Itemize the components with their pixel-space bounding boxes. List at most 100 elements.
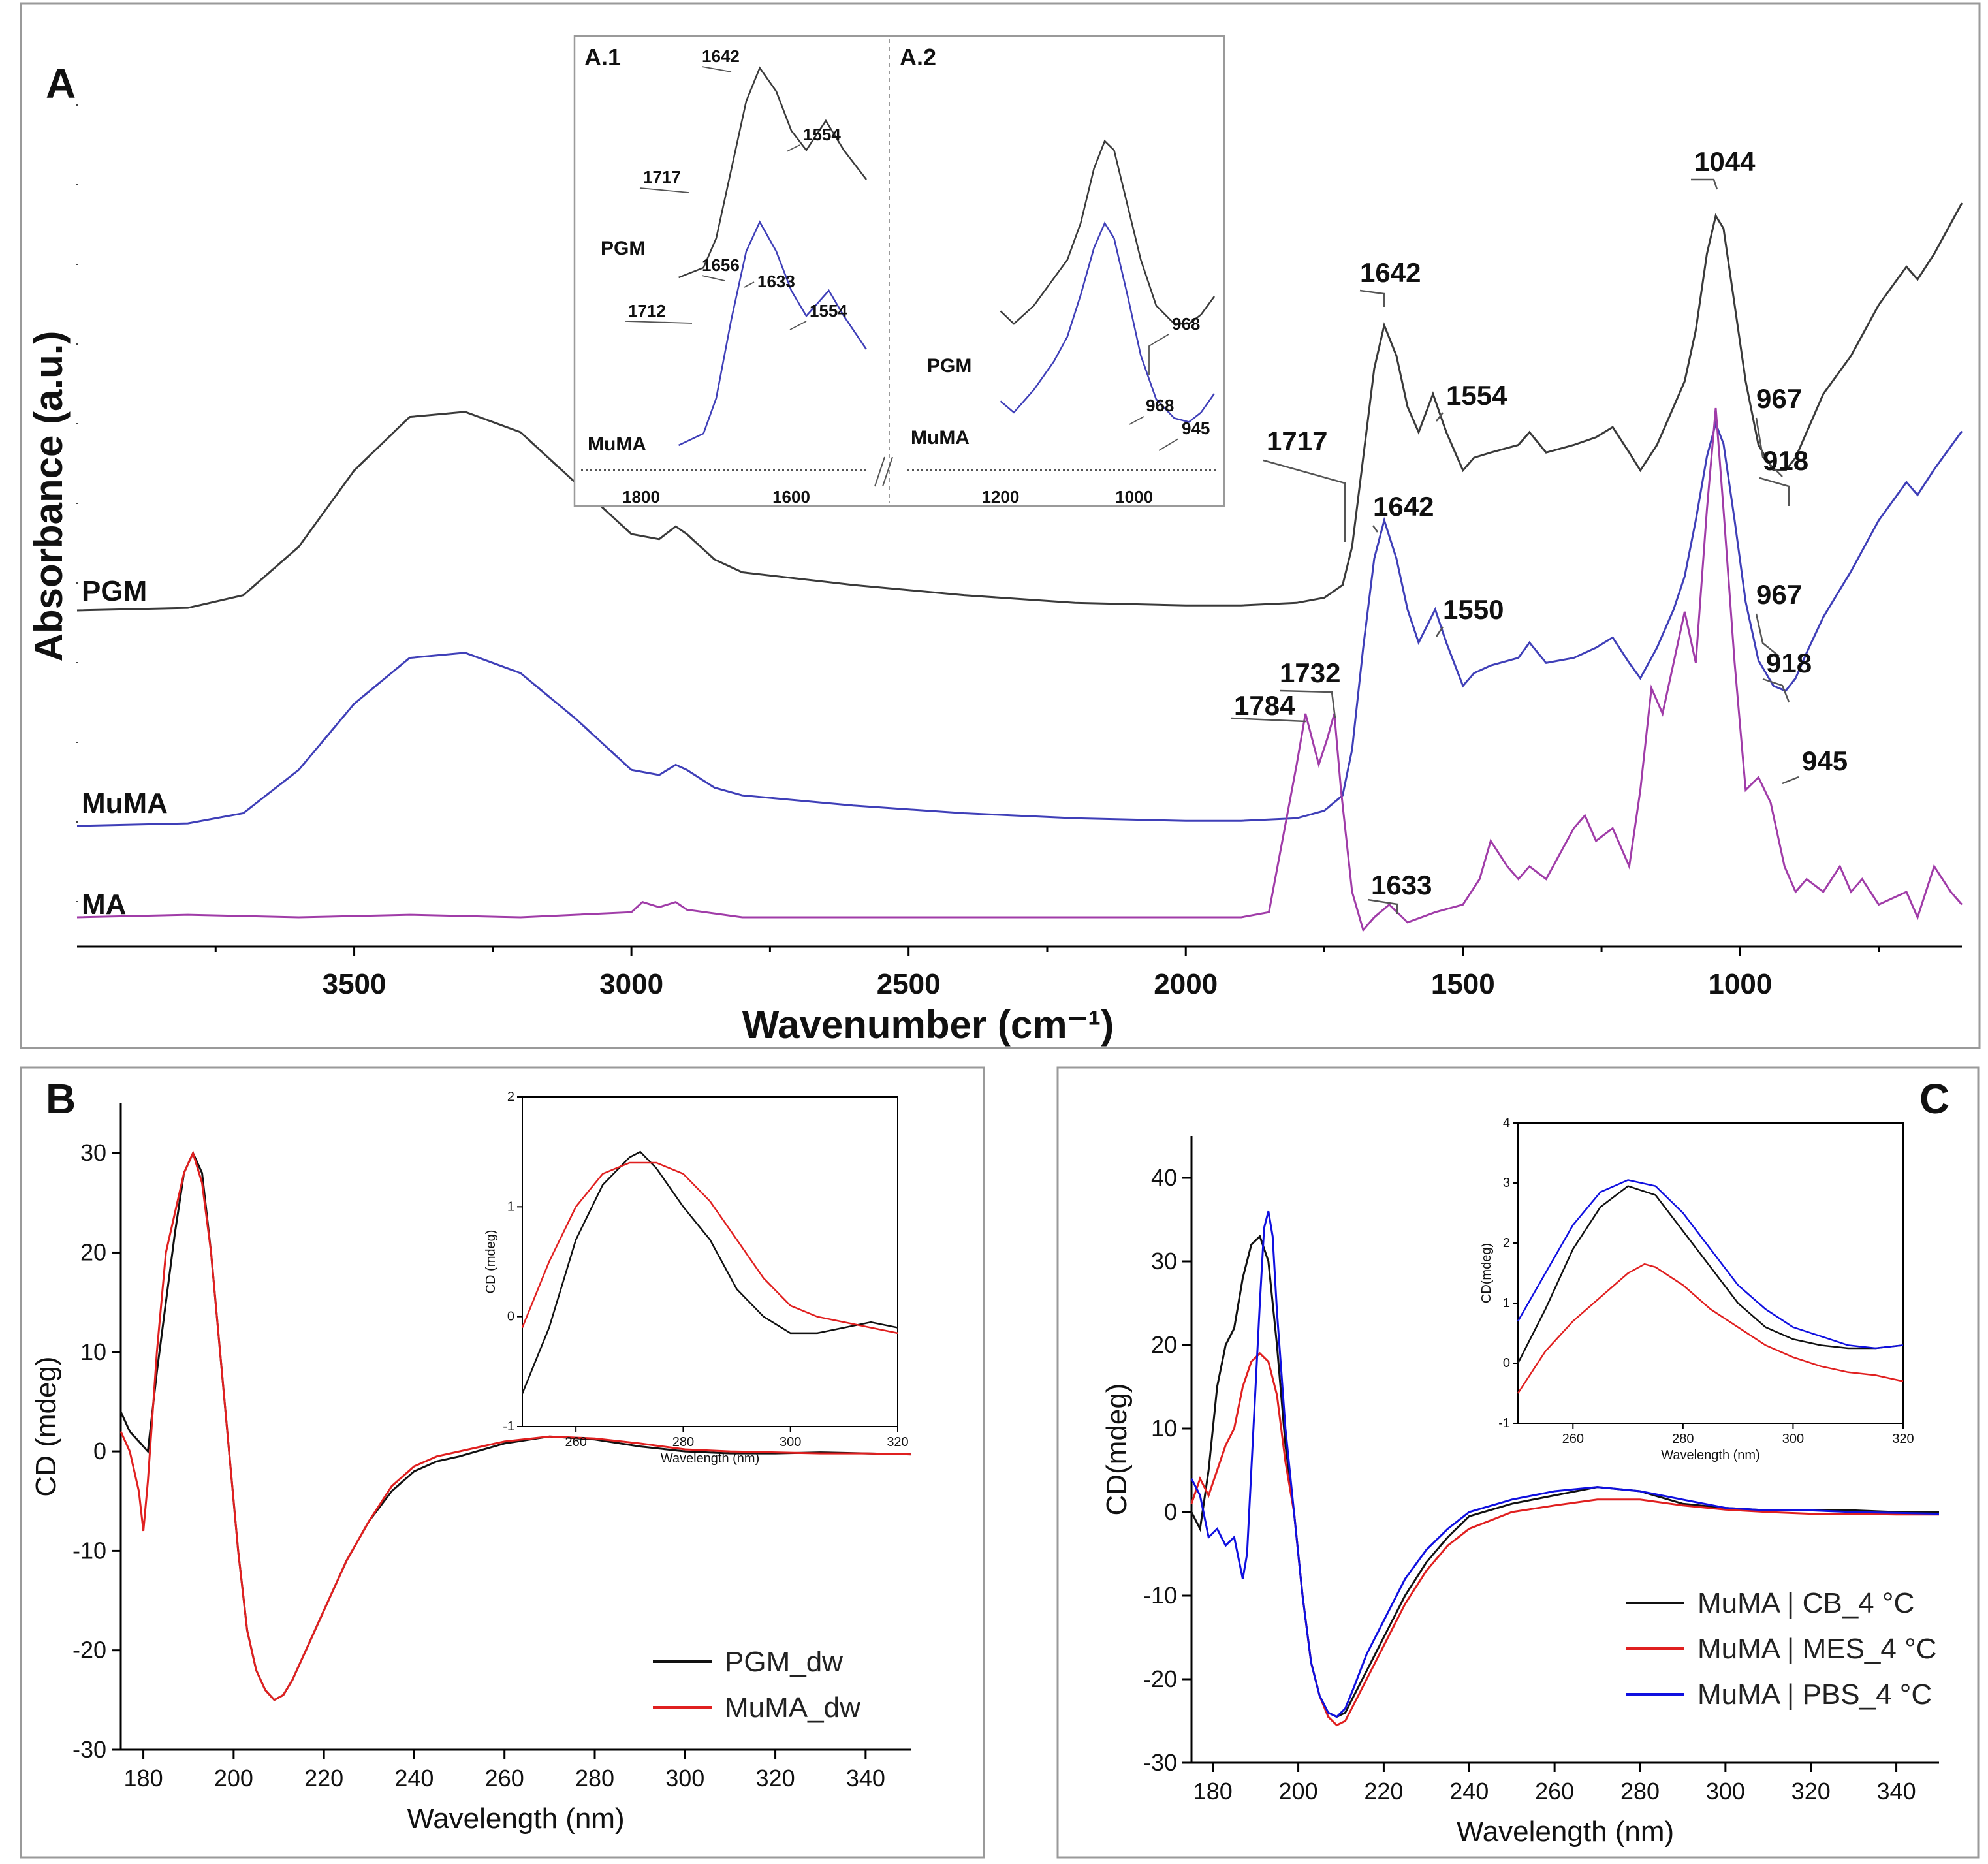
c-inset-x-tick-label: 320 [1892,1432,1914,1446]
a-peak-leader [1279,689,1336,719]
b-inset-series-line [521,1150,898,1394]
b-inset-x-tick-label: 300 [780,1435,801,1449]
c-x-tick-label: 240 [1449,1778,1489,1805]
c-x-tick-label: 180 [1193,1778,1233,1805]
a-peak-leader [1759,477,1790,506]
c-y-tick-label: -20 [1143,1666,1177,1692]
c-inset-frame [1517,1122,1904,1424]
a-peak-label: 1642 [1360,257,1421,288]
b-series-line [119,1150,911,1701]
b-x-tick-label: 260 [485,1765,524,1792]
a-x-tick-label: 3000 [599,968,663,1000]
a-x-tick-label: 3500 [323,968,387,1000]
c-legend-label: MuMA | PBS_4 °C [1697,1679,1932,1711]
panel-letter-a: A [46,60,76,107]
b-x-tick-label: 320 [756,1765,795,1792]
c-inset-x-tick-label: 260 [1562,1432,1584,1446]
c-x-tick-label: 340 [1877,1778,1916,1805]
axis-break-mark [874,456,885,487]
c-inset-x-tick-label: 280 [1672,1432,1694,1446]
c-inset-series-line [1517,1179,1904,1350]
c-legend-label: MuMA | MES_4 °C [1697,1633,1936,1665]
c-inset-x-title: Wavelength (nm) [1661,1448,1760,1462]
panel-c-frame [1056,1066,1980,1859]
a2-peak-leader [1148,334,1169,375]
a-peak-leader [1372,525,1379,533]
a-peak-label: 1044 [1694,146,1756,177]
a-peak-label: 918 [1766,648,1812,678]
b-inset-series-line [521,1161,898,1335]
b-x-tick-label: 300 [665,1765,704,1792]
a-x-tick-label: 1500 [1431,968,1495,1000]
b-inset-y-tick-label: -1 [503,1419,514,1434]
c-y-tick-label: 20 [1151,1331,1177,1358]
b-inset-y-tick-label: 2 [507,1090,514,1104]
b-x-tick-label: 180 [124,1765,163,1792]
c-series-line [1190,1351,1939,1727]
b-x-tick-label: 220 [304,1765,343,1792]
c-y-tick-label: 30 [1151,1248,1177,1274]
a-peak-label: 1554 [1446,380,1507,411]
c-x-tick-label: 200 [1279,1778,1318,1805]
c-legend-label: MuMA | CB_4 °C [1697,1587,1914,1619]
a2-x-tick-label: 1200 [981,487,1019,507]
a1-series-label: PGM [601,238,645,259]
b-y-tick-label: -30 [72,1736,106,1763]
a2-pgm-spectrum [1000,139,1216,325]
a2-peak-label: 968 [1172,314,1200,334]
b-x-tick-label: 340 [846,1765,885,1792]
b-inset-x-tick-label: 280 [672,1435,694,1449]
b-y-axis-title: CD (mdeg) [30,1356,62,1496]
b-x-axis-title: Wavelength (nm) [407,1803,624,1835]
c-y-tick-label: 0 [1164,1498,1177,1525]
c-inset-y-tick-label: 0 [1503,1356,1510,1370]
panel-b-frame [20,1066,985,1859]
a1-peak-leader [786,144,800,152]
c-inset-y-title: CD(mdeg) [1479,1243,1494,1303]
a-inset-frame [573,35,1225,507]
a1-x-tick-label: 1600 [772,487,810,507]
c-inset-y-tick-label: 2 [1503,1236,1510,1250]
a2-label: A.2 [900,44,936,71]
a-x-tick-label: 2000 [1154,968,1218,1000]
a1-peak-label: 1642 [702,46,740,66]
ma-spectrum [76,407,1963,932]
b-y-tick-label: 10 [80,1338,106,1365]
a1-peak-leader [701,275,725,281]
c-x-axis-title: Wavelength (nm) [1457,1816,1674,1848]
a-series-label: PGM [82,575,147,607]
c-y-axis-title: CD(mdeg) [1101,1383,1133,1516]
a1-peak-label: 1554 [810,301,847,321]
a2-series-label: MuMA [911,427,970,449]
a1-label: A.1 [584,44,621,71]
a2-muma-spectrum [1000,221,1216,423]
a2-x-tick-label: 1000 [1115,487,1153,507]
c-x-tick-label: 280 [1620,1778,1660,1805]
a1-series-label: MuMA [588,434,646,455]
a1-peak-label: 1633 [757,272,795,291]
panel-a-chart: 3500 3000 2500 2000 1500 1000 Wavenumber (cm⁻¹… [27,35,1963,1047]
a-peak-leader [1782,776,1799,785]
a-peak-label: 1732 [1280,657,1340,688]
b-inset-y-title: CD (mdeg) [484,1230,498,1294]
a-peak-leader [1691,178,1718,190]
a1-muma-spectrum [678,220,868,447]
a-peak-leader [1435,626,1444,637]
a-peak-leader [1755,613,1780,657]
a-peak-leader [1263,459,1346,542]
a-x-tick-label: 1000 [1708,968,1772,1000]
a1-x-tick-label: 1800 [622,487,660,507]
a-peak-leader [1762,678,1790,703]
c-x-tick-label: 260 [1535,1778,1574,1805]
b-x-tick-label: 240 [394,1765,434,1792]
panel-b-chart: 180 200 220 240 260 280 300 320 340-30-20-100102… [30,1090,911,1835]
b-inset-y-tick-label: 1 [507,1199,514,1214]
c-inset-y-tick-label: 1 [1503,1296,1510,1310]
b-inset-x-tick-label: 260 [565,1435,586,1449]
c-inset-y-tick-label: -1 [1498,1416,1510,1430]
a-peak-label: 1784 [1234,690,1295,721]
c-inset-y-tick-label: 4 [1503,1116,1510,1130]
a1-peak-leader [744,281,755,288]
muma-spectrum [76,420,1963,827]
